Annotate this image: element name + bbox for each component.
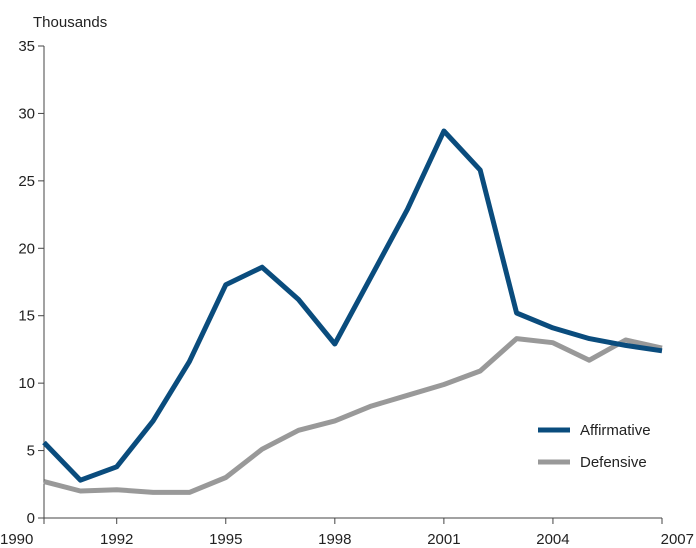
series-line-affirmative [42, 128, 663, 483]
legend: Affirmative Defensive [538, 422, 651, 471]
y-tick-label: 25 [18, 173, 35, 190]
series-line-defensive [43, 336, 663, 495]
x-axis-ticks: 1990 1992 1995 1998 2001 2004 2007 [0, 518, 694, 548]
y-axis-ticks: 0 5 10 15 20 25 30 35 [18, 38, 44, 527]
x-tick-label: 2004 [536, 531, 569, 548]
x-tick-label: 1998 [318, 531, 351, 548]
y-tick-label: 35 [18, 38, 35, 55]
y-tick-label: 10 [18, 375, 35, 392]
legend-label-defensive: Defensive [580, 454, 647, 471]
x-tick-label: 2001 [427, 531, 460, 548]
legend-label-affirmative: Affirmative [580, 422, 651, 439]
y-tick-label: 15 [18, 308, 35, 325]
x-tick-label: 1995 [209, 531, 242, 548]
y-axis-title: Thousands [33, 14, 107, 31]
series-layer [42, 128, 663, 495]
y-tick-label: 30 [18, 105, 35, 122]
y-tick-label: 5 [27, 443, 35, 460]
x-tick-label: 1990 [0, 531, 33, 548]
x-tick-label: 1992 [100, 531, 133, 548]
x-tick-label: 2007 [661, 531, 694, 548]
y-tick-label: 20 [18, 240, 35, 257]
y-tick-label: 0 [27, 510, 35, 527]
